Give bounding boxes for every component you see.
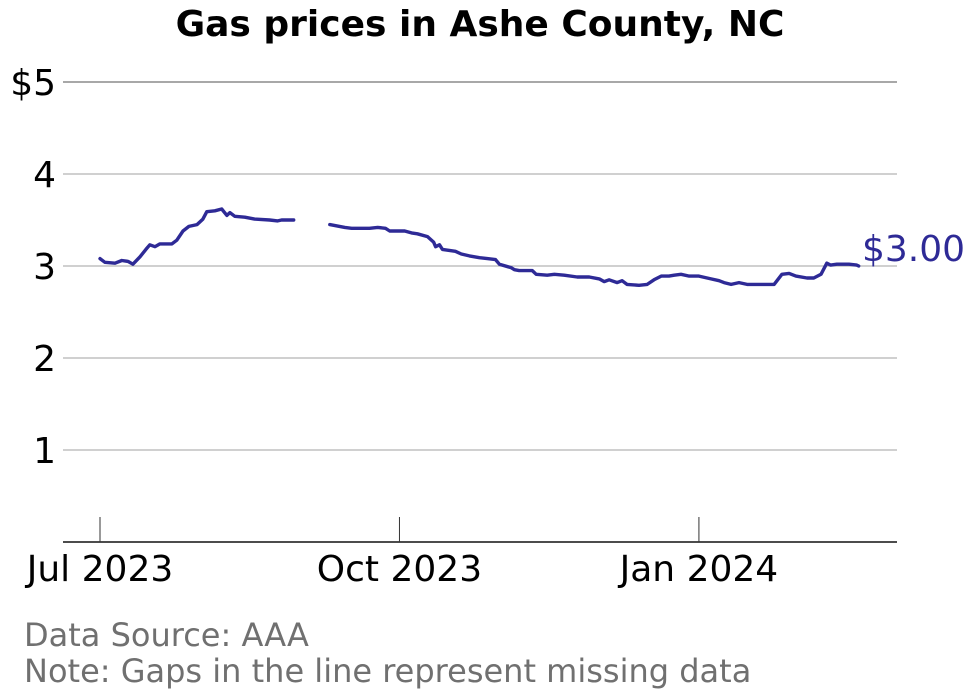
x-axis: Jul 2023 Oct 2023 Jan 2024 — [25, 517, 897, 590]
y-tick-label: 4 — [33, 155, 56, 196]
y-tick-label: 2 — [33, 339, 56, 380]
y-tick-label: 3 — [33, 247, 56, 288]
y-tick-label: $5 — [10, 63, 56, 104]
latest-price-label: $3.00 — [862, 229, 965, 270]
y-tick-label: 1 — [33, 431, 56, 472]
x-tick-label: Jul 2023 — [25, 549, 174, 590]
data-source-note: Data Source: AAA — [24, 616, 309, 654]
price-series: $3.00 — [98, 207, 965, 287]
x-tick-label: Jan 2024 — [618, 549, 779, 590]
price-line-segment — [98, 207, 296, 266]
missing-data-note: Note: Gaps in the line represent missing… — [24, 652, 752, 690]
x-tick-label: Oct 2023 — [317, 549, 482, 590]
gridlines — [63, 81, 897, 451]
chart-title: Gas prices in Ashe County, NC — [175, 4, 785, 45]
y-axis-tick-labels: $5 4 3 2 1 — [10, 63, 56, 472]
price-line-segment — [328, 222, 861, 287]
